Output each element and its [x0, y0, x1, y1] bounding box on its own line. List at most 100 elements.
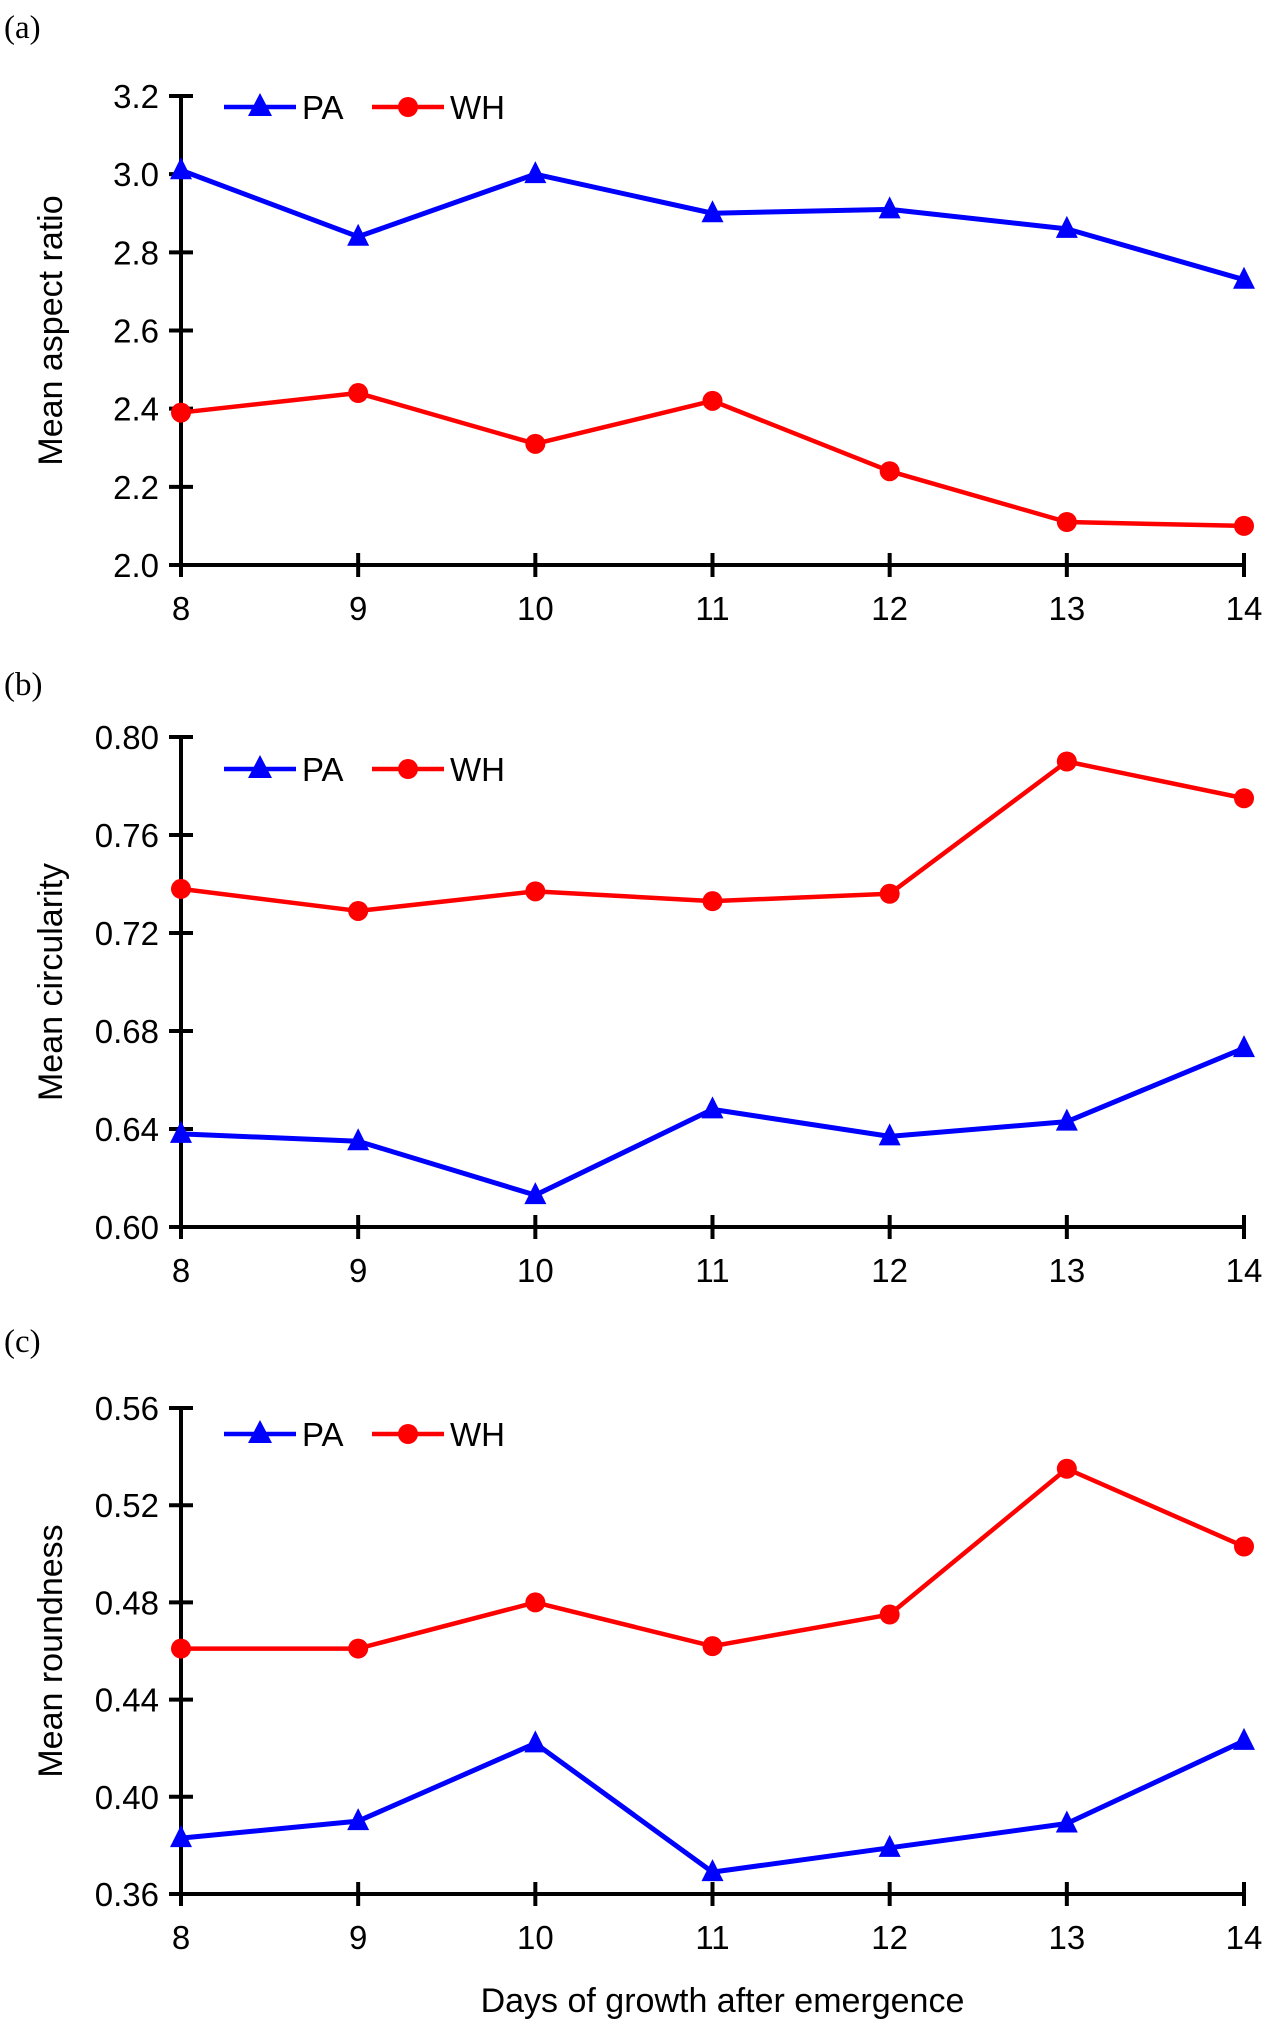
x-tick-label: 10 [517, 1919, 554, 1956]
data-point-pa [524, 1182, 547, 1205]
series-line-pa [180, 1738, 1246, 1875]
panel-label: (a) [4, 10, 41, 46]
y-tick-label: 0.40 [95, 1779, 159, 1816]
x-tick-label: 14 [1226, 1252, 1263, 1289]
x-tick-label: 10 [517, 1252, 554, 1289]
y-tick-label: 0.56 [95, 1390, 159, 1427]
y-axis-title: Mean roundness [32, 1524, 70, 1777]
y-tick-label: 3.2 [113, 78, 159, 115]
y-tick-label: 0.44 [95, 1682, 159, 1719]
x-tick-label: 11 [695, 1252, 729, 1289]
panel-b: (b) 0.60 0.64 0.68 0.72 0.76 0.80 8 9 10 11 12 13 14 M… [4, 667, 1262, 1289]
data-point-pa [1055, 215, 1078, 238]
x-tick-label: 12 [871, 590, 908, 627]
legend-marker-wh [398, 759, 418, 779]
legend-label-pa: PA [302, 751, 344, 788]
data-point-wh [879, 883, 900, 904]
x-tick-label: 10 [517, 590, 554, 627]
y-tick-label: 0.80 [95, 719, 159, 756]
data-point-pa [170, 157, 192, 180]
x-tick-label: 9 [349, 590, 367, 627]
data-point-wh [702, 390, 723, 411]
y-tick-label: 0.76 [95, 817, 159, 854]
data-point-pa [701, 1096, 724, 1119]
data-point-wh [1056, 512, 1077, 533]
data-point-pa [1233, 266, 1255, 289]
x-tick-label: 13 [1048, 1252, 1085, 1289]
x-tick-label: 12 [871, 1252, 908, 1289]
y-tick-label: 2.2 [113, 469, 159, 506]
y-tick-label: 3.0 [113, 156, 159, 193]
data-point-wh [1234, 515, 1254, 536]
x-tick-label: 14 [1226, 590, 1263, 627]
panel-label: (b) [4, 667, 42, 703]
x-tick-label: 8 [172, 1919, 190, 1956]
data-point-wh [1056, 1458, 1077, 1479]
data-point-pa [347, 223, 370, 246]
data-point-wh [171, 1638, 191, 1659]
data-point-wh [171, 878, 191, 899]
series-pa [170, 1035, 1255, 1205]
data-point-wh [702, 891, 723, 912]
series-pa [170, 1727, 1255, 1882]
x-tick-label: 11 [695, 1919, 729, 1956]
legend-marker-pa [248, 755, 272, 778]
series-line-pa [180, 167, 1245, 283]
data-point-wh [1056, 751, 1077, 772]
series-wh [171, 1458, 1254, 1659]
x-tick-label: 8 [172, 1252, 190, 1289]
x-tick-label: 13 [1048, 590, 1085, 627]
y-tick-label: 0.36 [95, 1876, 159, 1913]
data-point-wh [879, 1604, 900, 1625]
data-point-wh [1234, 1536, 1254, 1557]
data-point-wh [1234, 788, 1254, 809]
x-tick-label: 13 [1048, 1919, 1085, 1956]
data-point-pa [1055, 1108, 1078, 1131]
data-point-wh [348, 900, 369, 921]
data-point-wh [525, 433, 546, 454]
data-point-pa [878, 1834, 901, 1857]
y-tick-label: 0.68 [95, 1013, 159, 1050]
data-point-pa [170, 1120, 192, 1143]
panel-c: (c) 0.36 0.40 0.44 0.48 0.52 0.56 8 9 10 11 12 13 14 M… [4, 1324, 1262, 2020]
data-point-pa [1233, 1035, 1255, 1058]
x-tick-label: 9 [349, 1919, 367, 1956]
legend-marker-wh [398, 97, 418, 117]
data-point-pa [878, 1123, 901, 1146]
series-wh [171, 383, 1254, 536]
legend: PA WH [224, 751, 505, 788]
legend-marker-wh [398, 1424, 418, 1444]
data-point-pa [524, 1730, 547, 1753]
y-tick-label: 0.60 [95, 1209, 159, 1246]
y-tick-label: 2.4 [113, 391, 159, 428]
series-line-wh [181, 1466, 1245, 1651]
legend-label-pa: PA [302, 1416, 344, 1453]
data-point-wh [171, 402, 191, 423]
legend-label-wh: WH [450, 1416, 505, 1453]
data-point-wh [702, 1636, 723, 1657]
y-tick-label: 2.8 [113, 234, 159, 271]
data-point-wh [525, 881, 546, 902]
legend-label-wh: WH [450, 89, 505, 126]
legend: PA WH [224, 1416, 505, 1453]
legend-label-wh: WH [450, 751, 505, 788]
data-point-pa [878, 196, 901, 219]
data-point-pa [701, 200, 724, 223]
data-point-pa [170, 1825, 192, 1848]
y-tick-label: 2.6 [113, 313, 159, 350]
x-axis-title: Days of growth after emergence [481, 1982, 965, 2020]
legend-marker-pa [248, 1420, 272, 1443]
legend: PA WH [224, 89, 505, 126]
data-point-pa [701, 1859, 724, 1882]
legend-marker-pa [248, 93, 272, 116]
data-point-wh [879, 461, 900, 482]
series-pa [170, 157, 1255, 289]
y-tick-label: 2.0 [113, 547, 159, 584]
data-point-pa [1055, 1810, 1078, 1833]
data-point-wh [525, 1592, 546, 1613]
data-point-wh [348, 383, 369, 404]
y-tick-label: 0.48 [95, 1584, 159, 1621]
panel-a: (a) 2.0 2.2 2.4 2.6 2.8 3.0 3.2 8 9 10 11 12 13 14 Mean… [4, 10, 1262, 627]
x-tick-label: 12 [871, 1919, 908, 1956]
